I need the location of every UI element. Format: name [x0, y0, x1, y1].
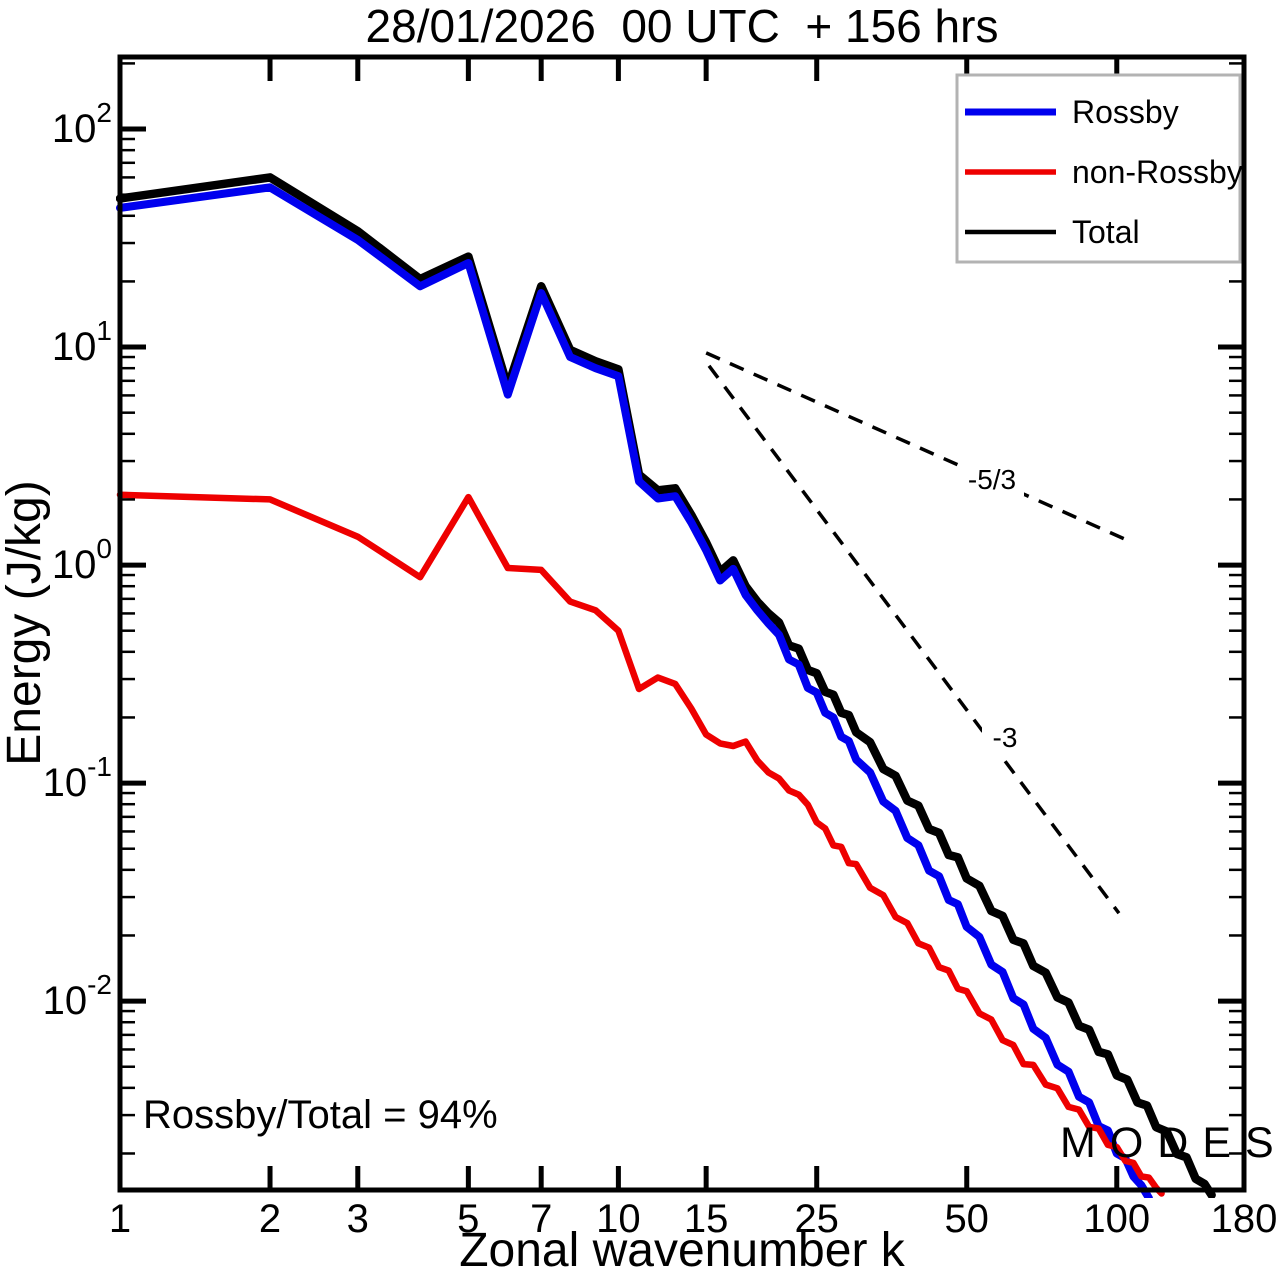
x-tick-labels: 1 2 3 5 7 10 15 25 50 100 180	[109, 1197, 1278, 1241]
x-tick-label-100: 100	[1083, 1197, 1150, 1241]
slope-label-3-bg	[982, 718, 1028, 754]
legend-label-rossby: Rossby	[1072, 94, 1179, 130]
legend-label-non-rossby: non-Rossby	[1072, 154, 1243, 190]
plot-border	[117, 54, 1247, 1193]
x-tick-label-2: 2	[259, 1197, 281, 1241]
legend-entry-rossby: Rossby	[965, 94, 1179, 130]
y-tick-label-10: 101	[52, 315, 112, 369]
slope-label-5-3: -5/3	[960, 460, 1024, 496]
slope-label-3: -3	[982, 718, 1028, 754]
x-tick-label-25: 25	[794, 1197, 839, 1241]
x-tick-label-15: 15	[684, 1197, 729, 1241]
x-tick-label-1: 1	[109, 1197, 131, 1241]
x-tick-label-10: 10	[596, 1197, 641, 1241]
x-tick-label-7: 7	[530, 1197, 552, 1241]
chart-title: 28/01/2026 00 UTC + 156 hrs	[366, 0, 999, 52]
x-tick-label-3: 3	[347, 1197, 369, 1241]
axes-layer	[117, 54, 1247, 1193]
y-axis-title: Energy (J/kg)	[0, 480, 51, 765]
legend-label-total: Total	[1072, 214, 1140, 250]
y-tick-label-0p1: 10-1	[43, 751, 112, 805]
curve-rossby	[116, 183, 1153, 1198]
reference-line--5/3	[705, 351, 1129, 542]
y-tick-labels: 102 101 100 10-1 10-2	[43, 97, 112, 1023]
legend-entry-non-rossby: non-Rossby	[965, 154, 1243, 190]
slope-label-5-3-bg	[960, 460, 1024, 496]
curve-total	[116, 173, 1216, 1198]
legend-entry-total: Total	[965, 214, 1140, 250]
slope-label-3-text: -3	[993, 722, 1018, 753]
x-tick-label-50: 50	[944, 1197, 989, 1241]
y-tick-label-1: 100	[52, 533, 112, 587]
x-axis-title: Zonal wavenumber k	[459, 1224, 906, 1277]
curve-non-rossby	[116, 491, 1165, 1197]
reference-line--3	[707, 364, 1121, 915]
legend: Rossby non-Rossby Total	[955, 73, 1243, 264]
curves-layer	[116, 173, 1216, 1198]
y-tick-label-0p01: 10-2	[43, 969, 112, 1023]
rossby-total-ratio-annotation: Rossby/Total = 94%	[143, 1093, 498, 1137]
y-tick-label-100: 102	[52, 97, 112, 151]
x-tick-label-180: 180	[1211, 1197, 1278, 1241]
x-tick-label-5: 5	[457, 1197, 479, 1241]
slope-label-5-3-text: -5/3	[968, 464, 1016, 495]
modes-watermark: MODES©	[1060, 1119, 1280, 1167]
legend-box	[955, 73, 1242, 264]
reference-lines-layer	[705, 351, 1129, 915]
